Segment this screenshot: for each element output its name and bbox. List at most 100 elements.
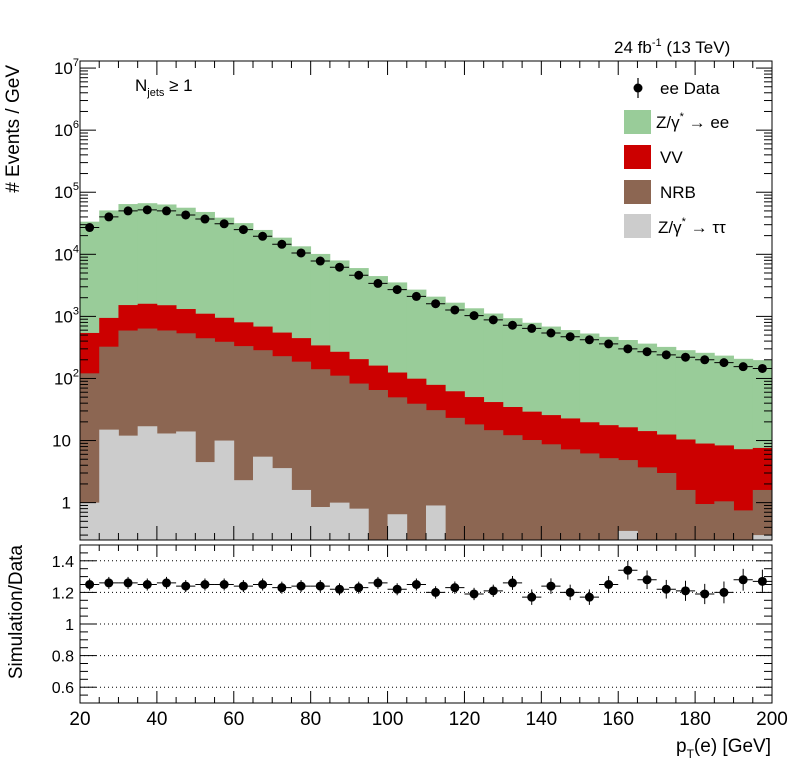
data-point-22 [508, 320, 517, 330]
legend-entry-vv: VV [624, 145, 683, 169]
bar-ztt-5 [176, 431, 196, 540]
data-point-16 [392, 285, 402, 295]
data-point-4 [162, 206, 171, 216]
bar-ztt-3 [137, 426, 158, 540]
data-point-26 [584, 335, 594, 345]
ratio-x-tick-label: 40 [146, 709, 167, 730]
legend-nrb-swatch [624, 180, 651, 204]
bar-nrb-13 [329, 375, 350, 540]
legend-ztt-label: Z/γ* → ττ [658, 216, 726, 237]
ratio-point-34 [738, 575, 748, 585]
bar-nrb-34 [733, 510, 754, 540]
legend-ztt-swatch [624, 214, 651, 238]
bar-ztt-9 [253, 456, 273, 540]
ratio-grid [80, 560, 772, 688]
data-point-30 [661, 350, 671, 360]
ratio-point-22 [508, 578, 517, 588]
selection-label: Njets ≥ 1 [135, 76, 193, 99]
bar-nrb-32 [695, 504, 715, 540]
ratio-y-tick-label: 1.4 [52, 554, 74, 571]
data-point-33 [719, 358, 729, 368]
bar-nrb-0 [80, 373, 100, 540]
bar-nrb-25 [560, 449, 581, 540]
ratio-point-12 [315, 581, 325, 591]
data-point-24 [546, 328, 556, 338]
ratio-y-tick-label: 0.6 [52, 680, 74, 697]
data-point-17 [411, 291, 421, 301]
data-point-25 [565, 332, 575, 342]
ratio-x-tick-label: 60 [223, 709, 244, 730]
ratio-point-10 [277, 583, 287, 593]
legend-entry-data: ee Data [633, 78, 720, 98]
ratio-x-tick-label: 120 [449, 709, 481, 730]
ratio-x-tick-label: 160 [602, 709, 634, 730]
data-point-18 [431, 299, 441, 309]
bar-ztt-11 [291, 489, 312, 540]
bar-nrb-31 [675, 489, 696, 540]
ratio-point-23 [527, 592, 537, 602]
ratio-point-16 [392, 584, 402, 594]
main-y-tick-label: 10 [52, 432, 71, 451]
legend-entry-nrb: NRB [624, 180, 696, 204]
legend-entry-zee: Z/γ* → ee [624, 110, 729, 134]
ratio-point-7 [219, 580, 229, 589]
data-point-5 [181, 210, 191, 220]
bar-ztt-4 [156, 433, 177, 540]
ratio-x-tick-label: 200 [756, 709, 788, 730]
ratio-points [80, 560, 772, 605]
data-point-27 [604, 339, 614, 349]
bar-nrb-16 [387, 397, 408, 540]
ratio-point-18 [431, 587, 441, 597]
ratio-x-ticks: 20 40 60 80 100 120 140 160 180 200 [69, 545, 788, 730]
bar-nrb-27 [599, 458, 619, 540]
bar-ztt-35 [752, 535, 773, 540]
bar-nrb-24 [541, 444, 561, 540]
legend-data-label: ee Data [660, 79, 720, 98]
ratio-x-tick-label: 180 [679, 709, 711, 730]
data-point-20 [469, 311, 479, 321]
data-point-13 [335, 262, 344, 272]
bar-ztt-8 [233, 480, 254, 540]
ratio-point-24 [546, 581, 556, 591]
main-y-tick-label: 105 [54, 181, 79, 202]
bar-ztt-18 [426, 505, 446, 540]
bar-nrb-33 [714, 501, 734, 540]
y-axis-title-top: # Events / GeV [3, 65, 24, 193]
bar-ztt-6 [195, 462, 215, 540]
bar-nrb-29 [637, 467, 658, 540]
y-axis-title-bottom: Simulation/Data [6, 545, 27, 680]
ratio-point-8 [238, 581, 248, 591]
ratio-point-27 [604, 580, 614, 589]
bar-ztt-1 [99, 429, 119, 540]
legend-data-marker [633, 83, 643, 93]
bar-ztt-7 [214, 440, 235, 540]
data-point-6 [200, 214, 210, 224]
main-y-tick-label: 103 [54, 305, 79, 326]
data-point-19 [450, 305, 460, 315]
ratio-point-0 [85, 580, 95, 589]
ratio-point-25 [565, 587, 575, 597]
bar-ztt-14 [349, 508, 369, 540]
ratio-point-35 [757, 576, 767, 586]
bar-nrb-17 [406, 403, 427, 540]
ratio-point-33 [719, 587, 729, 597]
data-point-9 [258, 231, 268, 241]
data-point-7 [219, 219, 229, 229]
bar-nrb-28 [618, 460, 638, 540]
x-axis-title: pT(e) [GeV] [676, 736, 771, 761]
data-point-1 [104, 212, 114, 222]
ratio-point-2 [123, 578, 133, 588]
bar-ztt-13 [329, 502, 350, 540]
main-panel: 1 10 102 103 104 105 106 107 [52, 57, 773, 541]
data-point-31 [681, 352, 690, 362]
bar-nrb-26 [579, 453, 600, 540]
bar-nrb-20 [464, 424, 485, 540]
data-layer [80, 205, 772, 373]
main-x-ticks [79, 61, 773, 540]
ratio-point-4 [162, 578, 171, 588]
stack-layer [80, 203, 773, 541]
legend-vv-swatch [624, 145, 651, 169]
data-point-11 [296, 248, 306, 258]
data-point-12 [315, 256, 325, 266]
main-y-tick-label: 107 [54, 57, 79, 78]
